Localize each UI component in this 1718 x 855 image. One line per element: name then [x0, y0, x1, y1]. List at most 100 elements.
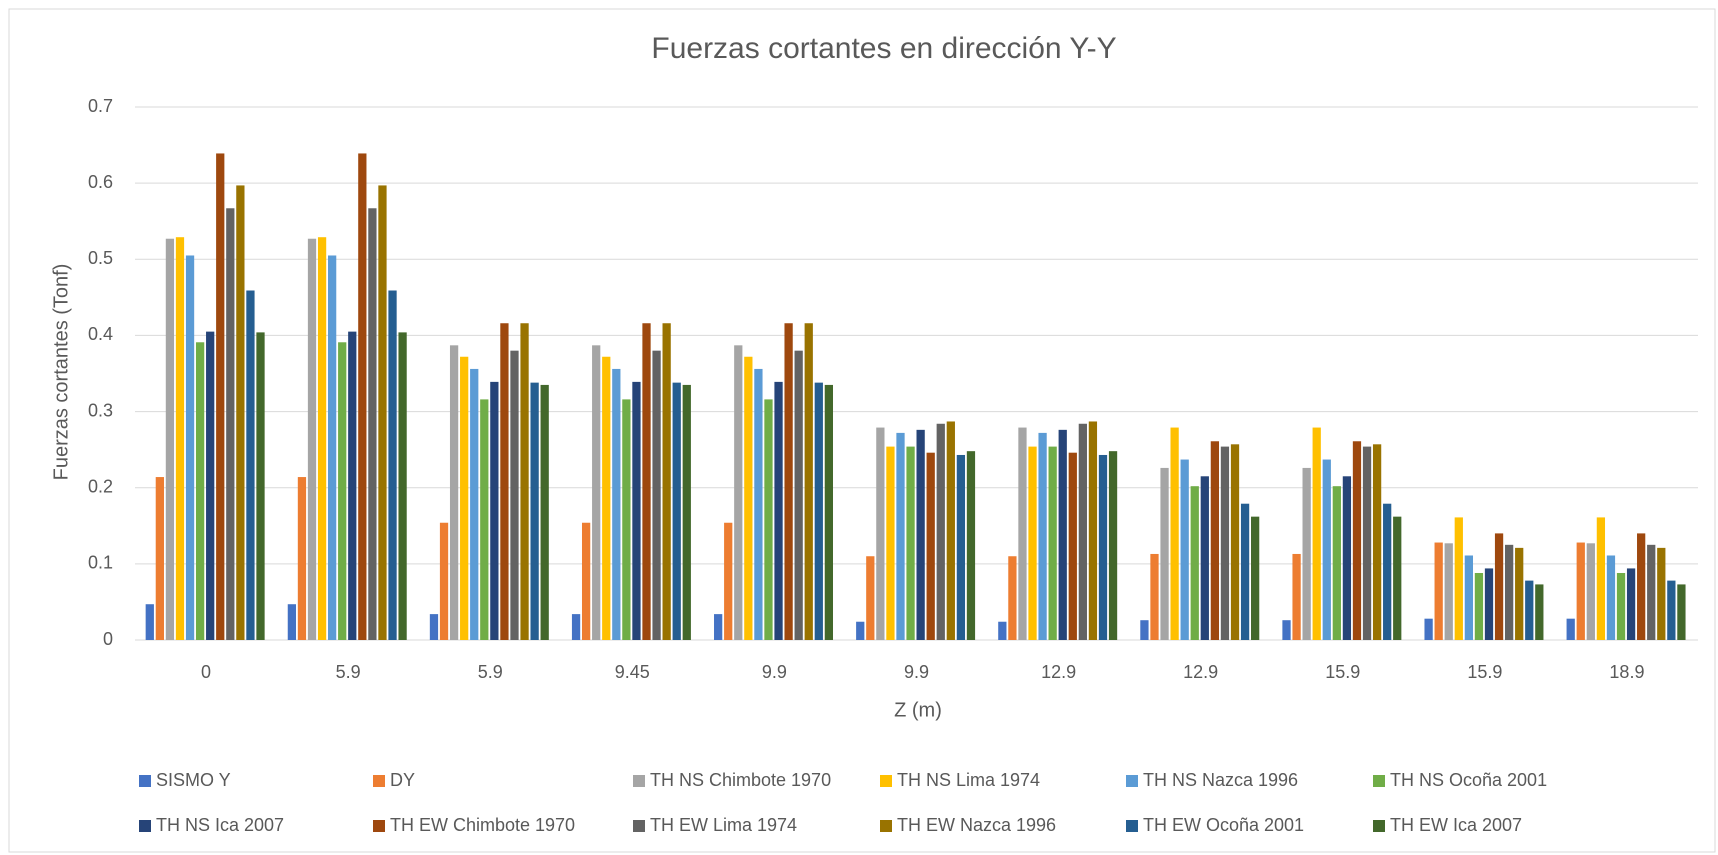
bar	[500, 323, 509, 640]
bar	[1566, 618, 1575, 640]
y-tick-label: 0.4	[88, 324, 113, 344]
bar	[1088, 421, 1098, 640]
bar	[1677, 584, 1686, 640]
bar	[1454, 517, 1463, 640]
legend-swatch	[1373, 820, 1385, 832]
bar	[1210, 441, 1220, 640]
bar	[165, 238, 175, 640]
bar	[1068, 452, 1077, 640]
x-tick-label: 18.9	[1609, 662, 1644, 682]
y-tick-label: 0.6	[88, 172, 113, 192]
bar	[1048, 446, 1057, 640]
bar	[1058, 429, 1067, 640]
bar	[876, 427, 885, 640]
bar	[1606, 555, 1616, 640]
bar	[896, 432, 905, 640]
legend-label: TH NS Chimbote 1970	[650, 770, 831, 790]
x-tick-label: 15.9	[1325, 662, 1360, 682]
legend-label: DY	[390, 770, 415, 790]
bar	[1525, 580, 1534, 640]
bar	[1535, 584, 1544, 640]
bar	[1108, 451, 1118, 640]
bar	[1008, 556, 1017, 640]
bar	[1515, 547, 1524, 640]
bar	[956, 454, 966, 640]
legend-label: TH EW Ica 2007	[1390, 815, 1522, 835]
bar	[592, 345, 601, 640]
bar	[145, 604, 154, 640]
legend-label: TH NS Ica 2007	[156, 815, 284, 835]
bar	[1332, 486, 1341, 640]
x-tick-label: 15.9	[1467, 662, 1502, 682]
bar	[1251, 516, 1260, 640]
bar	[1190, 486, 1199, 640]
bar	[774, 381, 783, 640]
bar	[1018, 427, 1027, 640]
chart-frame	[8, 8, 1716, 853]
legend-label: TH NS Nazca 1996	[1143, 770, 1298, 790]
x-tick-label: 9.45	[615, 662, 650, 682]
bar	[672, 382, 681, 640]
bar	[612, 368, 621, 640]
legend-label: TH NS Lima 1974	[897, 770, 1040, 790]
bar	[1464, 555, 1473, 640]
bar	[1078, 423, 1087, 640]
bar	[824, 384, 833, 640]
bar	[1383, 503, 1392, 640]
bar	[682, 384, 691, 640]
bar	[714, 614, 723, 640]
bar	[460, 356, 469, 640]
bar	[1657, 547, 1666, 640]
bar	[724, 522, 733, 640]
bar	[206, 331, 215, 640]
bar	[622, 399, 631, 640]
bar	[338, 342, 347, 640]
bar	[581, 522, 591, 640]
bar	[1160, 467, 1169, 640]
bar	[814, 382, 823, 640]
bar	[1098, 454, 1108, 640]
bar	[1434, 542, 1443, 640]
bar	[998, 621, 1007, 640]
bar	[1637, 533, 1646, 640]
bar	[1667, 580, 1676, 640]
bar	[1576, 542, 1585, 640]
legend-label: TH EW Nazca 1996	[897, 815, 1056, 835]
y-tick-label: 0.3	[88, 400, 113, 420]
bar	[246, 290, 255, 640]
legend-swatch	[1373, 775, 1385, 787]
bar	[926, 452, 935, 640]
bar	[642, 323, 651, 640]
bar	[378, 185, 387, 641]
x-tick-label: 0	[201, 662, 211, 682]
bar	[866, 556, 875, 640]
bar	[490, 381, 499, 640]
bar	[1484, 568, 1494, 640]
bar	[449, 345, 459, 640]
legend-label: SISMO Y	[156, 770, 231, 790]
legend-swatch	[139, 775, 151, 787]
bar	[1200, 476, 1209, 640]
bar	[388, 290, 397, 640]
legend-swatch	[1126, 775, 1138, 787]
bar	[429, 614, 439, 640]
bar	[1424, 618, 1433, 640]
legend-swatch	[880, 775, 892, 787]
bar	[297, 477, 307, 640]
bar	[1596, 517, 1606, 640]
x-tick-label: 9.9	[762, 662, 787, 682]
bar	[966, 451, 976, 640]
legend-swatch	[633, 820, 645, 832]
bar	[856, 621, 865, 640]
bar	[1494, 533, 1504, 640]
legend-swatch	[373, 775, 385, 787]
x-axis-title: Z (m)	[894, 699, 942, 721]
bar	[804, 323, 813, 640]
bar	[1372, 444, 1382, 640]
bar	[1292, 553, 1301, 640]
bar	[520, 323, 529, 640]
bar	[1626, 568, 1636, 640]
bar	[1444, 543, 1453, 640]
bar	[317, 237, 327, 640]
